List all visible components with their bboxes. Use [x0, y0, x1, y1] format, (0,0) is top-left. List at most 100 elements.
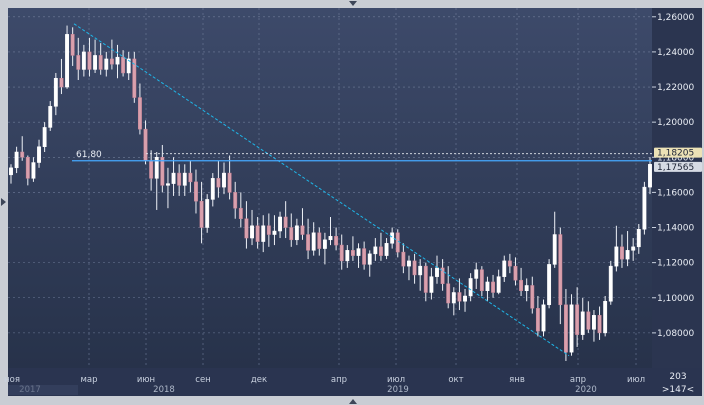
candle-body [137, 97, 142, 130]
candle-body [535, 308, 540, 332]
year-band [8, 385, 78, 395]
candle-body [642, 186, 647, 230]
price-tag-label: 1,17565 [657, 163, 694, 173]
candle-body [569, 304, 574, 353]
candle-body [328, 236, 333, 241]
candle-body [121, 56, 126, 74]
candle-body [70, 34, 75, 56]
candle-body [547, 264, 552, 306]
candle-body [210, 178, 215, 200]
candle-body [502, 260, 507, 277]
candle-body [25, 157, 30, 179]
x-tick-label: сен [195, 375, 210, 385]
candle-body [474, 269, 479, 279]
candle-body [81, 51, 86, 70]
candle-body [194, 181, 198, 202]
time-axis-panel [8, 368, 702, 396]
candle-body [412, 260, 417, 276]
x-tick-label: июл [627, 375, 645, 385]
x-tick-label: апр [570, 375, 586, 385]
candle-body [563, 304, 568, 353]
candle-body [597, 315, 602, 334]
candle-body [65, 34, 69, 88]
y-tick-label: 1,12000 [657, 259, 694, 269]
candle-body [311, 232, 316, 251]
x-tick-label: июн [137, 375, 155, 385]
candle-body [614, 246, 619, 267]
candle-body [317, 232, 322, 249]
candle-body [104, 58, 109, 70]
candle-body [384, 243, 389, 256]
candle-body [530, 285, 535, 309]
fib-level-label: 61,80 [76, 150, 102, 160]
y-tick-label: 1,14000 [657, 224, 694, 234]
candle-body [9, 167, 13, 176]
year-label: 2019 [387, 385, 409, 395]
x-tick-label: июл [387, 375, 405, 385]
candle-body [451, 292, 456, 304]
candle-body [367, 253, 372, 265]
candle-body [322, 239, 327, 249]
y-tick-label: 1,24000 [657, 48, 694, 58]
candle-body [87, 51, 92, 70]
candle-body [345, 250, 350, 262]
candle-body [93, 55, 98, 70]
x-tick-label: мар [80, 375, 97, 385]
candle-body [154, 157, 159, 179]
candle-body [479, 269, 484, 291]
candle-body [98, 55, 103, 70]
trendline [73, 23, 570, 357]
candle-body [463, 295, 467, 302]
candle-body [109, 58, 114, 65]
candle-body [300, 225, 305, 235]
scroll-down-arrow [349, 399, 357, 404]
candle-body [496, 276, 501, 293]
candle-body [255, 225, 260, 242]
candle-body [541, 304, 546, 332]
candle-body [294, 225, 299, 241]
candle-body [250, 225, 254, 239]
candle-body [379, 246, 383, 256]
x-tick-label: янв [509, 375, 525, 385]
price-axis-panel [652, 8, 702, 368]
price-tag [654, 147, 702, 158]
corner-label: 203 [669, 372, 686, 382]
candle-body [177, 172, 182, 186]
candle-body [222, 172, 226, 188]
candle-body [435, 267, 439, 277]
candle-body [580, 311, 585, 335]
candle-body [160, 157, 165, 186]
y-tick-label: 1,08000 [657, 329, 694, 339]
y-tick-label: 1,22000 [657, 83, 694, 93]
candle-body [205, 199, 210, 228]
candle-body [115, 56, 120, 65]
year-label: 2018 [153, 385, 175, 395]
y-tick-label: 1,10000 [657, 294, 694, 304]
candle-body [59, 77, 64, 88]
candle-body [166, 183, 170, 186]
candle-body [468, 278, 473, 297]
x-tick-label: окт [448, 375, 463, 385]
candle-body [631, 246, 636, 251]
x-tick-label: дек [251, 375, 267, 385]
corner-label: >147< [662, 385, 694, 395]
candle-body [648, 164, 652, 188]
candle-body [53, 77, 58, 107]
year-label: 2020 [575, 385, 597, 395]
scroll-left-arrow [1, 198, 6, 206]
candle-body [418, 265, 423, 276]
candle-body [423, 265, 428, 293]
candle-body [603, 301, 608, 334]
candle-body [188, 172, 193, 183]
candle-body [261, 225, 266, 242]
candle-body [238, 207, 243, 219]
candle-body [244, 218, 249, 239]
y-tick-label: 1,26000 [657, 13, 694, 23]
candle-body [356, 248, 361, 256]
candle-body [620, 246, 624, 260]
candle-body [575, 304, 580, 335]
candle-body [132, 58, 137, 98]
candle-body [407, 260, 411, 267]
y-tick-label: 1,18000 [657, 153, 694, 163]
candle-body [491, 281, 495, 293]
